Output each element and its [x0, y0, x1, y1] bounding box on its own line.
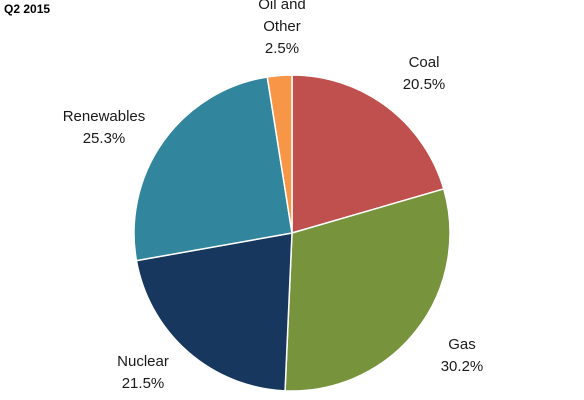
slice-value-text: 20.5%	[403, 76, 446, 93]
pie-slice-renewables	[133, 76, 293, 262]
slice-category-text: Coal	[409, 54, 440, 71]
slice-label-gas: Gas 30.2%	[441, 336, 484, 375]
slice-label-renewables: Renewables 25.3%	[63, 108, 146, 147]
pie-slice-coal	[291, 74, 445, 234]
slice-category-text: Oil and	[258, 0, 306, 13]
slice-label-coal: Coal 20.5%	[403, 54, 446, 93]
pie-slice-gas	[284, 187, 451, 392]
slice-category-text: Other	[263, 18, 301, 35]
pie-slice-nuclear	[135, 232, 293, 392]
slice-value-text: 2.5%	[265, 40, 299, 57]
slice-value-text: 25.3%	[83, 130, 126, 147]
slice-category-text: Nuclear	[117, 353, 169, 370]
slice-label-nuclear: Nuclear 21.5%	[117, 353, 169, 392]
slice-category-text: Renewables	[63, 108, 146, 125]
slice-label-oil-and-other: Oil and Other 2.5%	[258, 0, 306, 57]
slice-value-text: 30.2%	[441, 358, 484, 375]
slice-value-text: 21.5%	[122, 375, 165, 392]
slice-category-text: Gas	[448, 336, 476, 353]
pie-slice-oil-and-other	[266, 74, 293, 234]
chart-period-label: Q2 2015	[4, 2, 51, 16]
